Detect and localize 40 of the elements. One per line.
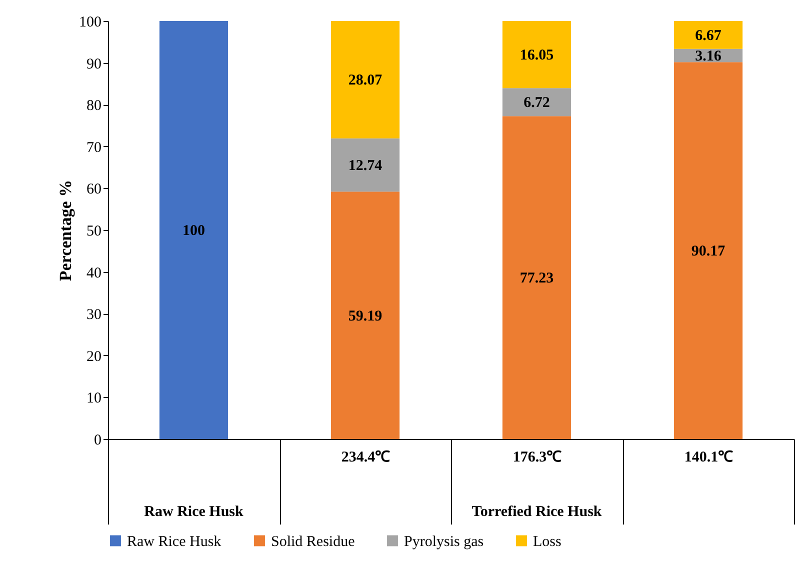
legend-label: Loss (533, 534, 562, 550)
bar (330, 138, 400, 192)
legend-label: Pyrolysis gas (404, 534, 484, 550)
data-label: 12.74 (348, 158, 383, 174)
bar (159, 21, 228, 439)
y-tick-label: 50 (86, 224, 102, 240)
y-tick-label: 10 (86, 390, 102, 407)
bar (502, 88, 572, 116)
text: Torrefied Rice Husk (472, 504, 602, 520)
data-label: 77.23 (520, 270, 554, 287)
data-label: 59.19 (348, 308, 382, 324)
y-tick-label: 40 (86, 265, 102, 282)
legend-label: Raw Rice Husk (127, 534, 222, 550)
data-label: 16.05 (520, 48, 554, 64)
bar (502, 21, 572, 88)
bar (502, 116, 572, 439)
y-tick-label: 100 (79, 14, 102, 30)
data-label: 100 (182, 223, 205, 239)
data-label: 28.07 (348, 72, 383, 89)
data-label: 6.67 (695, 28, 722, 44)
y-tick-label: 80 (86, 98, 102, 114)
bar (674, 21, 743, 49)
legend-label: Solid Residue (271, 534, 356, 550)
data-label: 6.72 (524, 95, 550, 112)
x-tick-label: 140.1℃ (684, 450, 734, 466)
x-tick-label: 176.3℃ (512, 450, 562, 466)
y-tick-label: 0 (94, 432, 102, 448)
y-tick-label: 70 (86, 140, 102, 156)
data-label: 90.17 (691, 244, 726, 260)
y-tick-label: 30 (86, 307, 102, 324)
y-tick-label: 20 (86, 348, 102, 365)
bar (330, 21, 400, 138)
bar (674, 62, 743, 439)
y-tick-label: 90 (86, 56, 102, 72)
x-tick-label: 234.4℃ (341, 450, 390, 466)
y-tick-label: 60 (86, 182, 102, 198)
bar (330, 192, 400, 439)
y-axis-title: Percentage % (56, 180, 75, 282)
data-label: 3.16 (695, 48, 722, 64)
text: Raw Rice Husk (144, 504, 244, 520)
